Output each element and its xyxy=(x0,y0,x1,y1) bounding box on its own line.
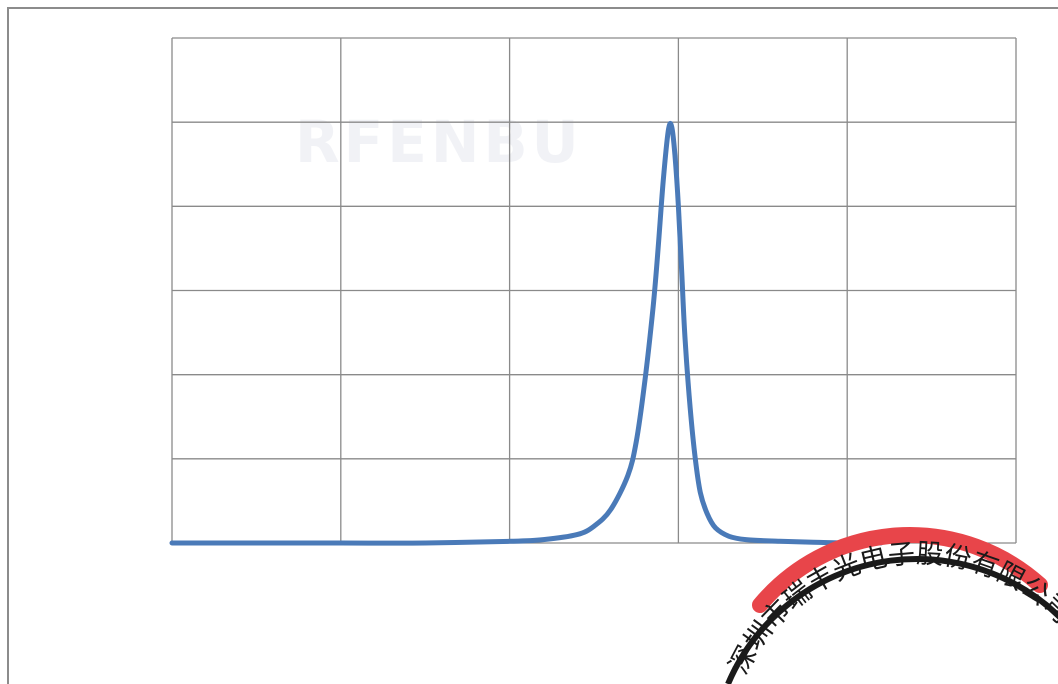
figure-frame xyxy=(7,7,1058,684)
seal-red-arc xyxy=(752,527,1048,613)
chart-grid xyxy=(171,37,1017,544)
brand-watermark: RFENBU xyxy=(295,108,583,176)
chart-series-layer xyxy=(169,120,884,546)
seal-text: 深圳市瑞丰光电子股份有限公司 xyxy=(724,538,1058,679)
series-line-0 xyxy=(169,120,884,546)
seal-outer-ring xyxy=(725,555,1058,684)
